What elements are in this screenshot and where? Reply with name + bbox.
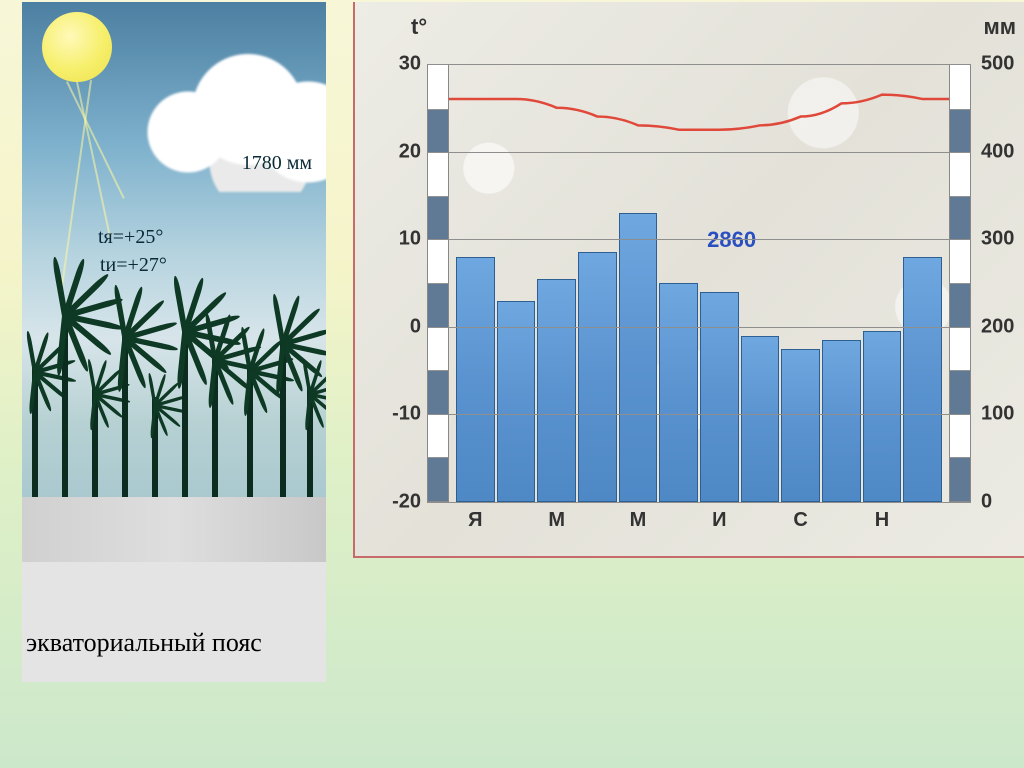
sky-background: 1780 мм tя=+25° tи=+27° [22,2,326,562]
left-axis-tick: 30 [383,53,421,76]
right-axis-tick: 100 [981,403,1014,426]
month-label: И [712,509,726,532]
gridline [427,239,971,240]
ground-strip [22,497,326,562]
annual-total-value: 2860 [707,227,756,253]
precipitation-axis-label: мм [983,14,1016,40]
sun-icon [42,12,112,82]
annual-precip-label: 1780 мм [242,152,312,175]
month-label: М [548,509,565,532]
left-axis-tick: -10 [383,403,421,426]
gridline [427,502,971,503]
temperature-axis-label: t° [411,14,427,40]
gridline [427,414,971,415]
month-label: М [630,509,647,532]
climate-zone-caption: экваториальный пояс [26,628,262,658]
month-label: Н [875,509,889,532]
plot-area: ЯММИСН 2860 3050020400103000200-10100-20… [427,64,971,502]
left-axis-tick: 10 [383,228,421,251]
month-label: С [793,509,807,532]
left-axis-tick: -20 [383,491,421,514]
climograph-panel: t° мм ЯММИСН 2860 3050020400103000200-10… [353,2,1024,558]
caption-bar: экваториальный пояс [22,562,326,682]
sun-ray [61,80,92,288]
tropical-scene-panel: 1780 мм tя=+25° tи=+27° экваториальный п… [22,2,326,766]
gridline [427,327,971,328]
right-axis-tick: 400 [981,140,1014,163]
left-axis-tick: 0 [383,315,421,338]
january-temp-label: tя=+25° [98,226,163,249]
right-axis-tick: 500 [981,53,1014,76]
july-temp-label: tи=+27° [100,254,167,277]
right-axis-tick: 0 [981,491,992,514]
month-label: Я [468,509,482,532]
left-axis-tick: 20 [383,140,421,163]
right-axis-tick: 300 [981,228,1014,251]
gridline [427,64,971,65]
right-axis-tick: 200 [981,315,1014,338]
gridline [427,152,971,153]
temperature-line [427,64,971,502]
